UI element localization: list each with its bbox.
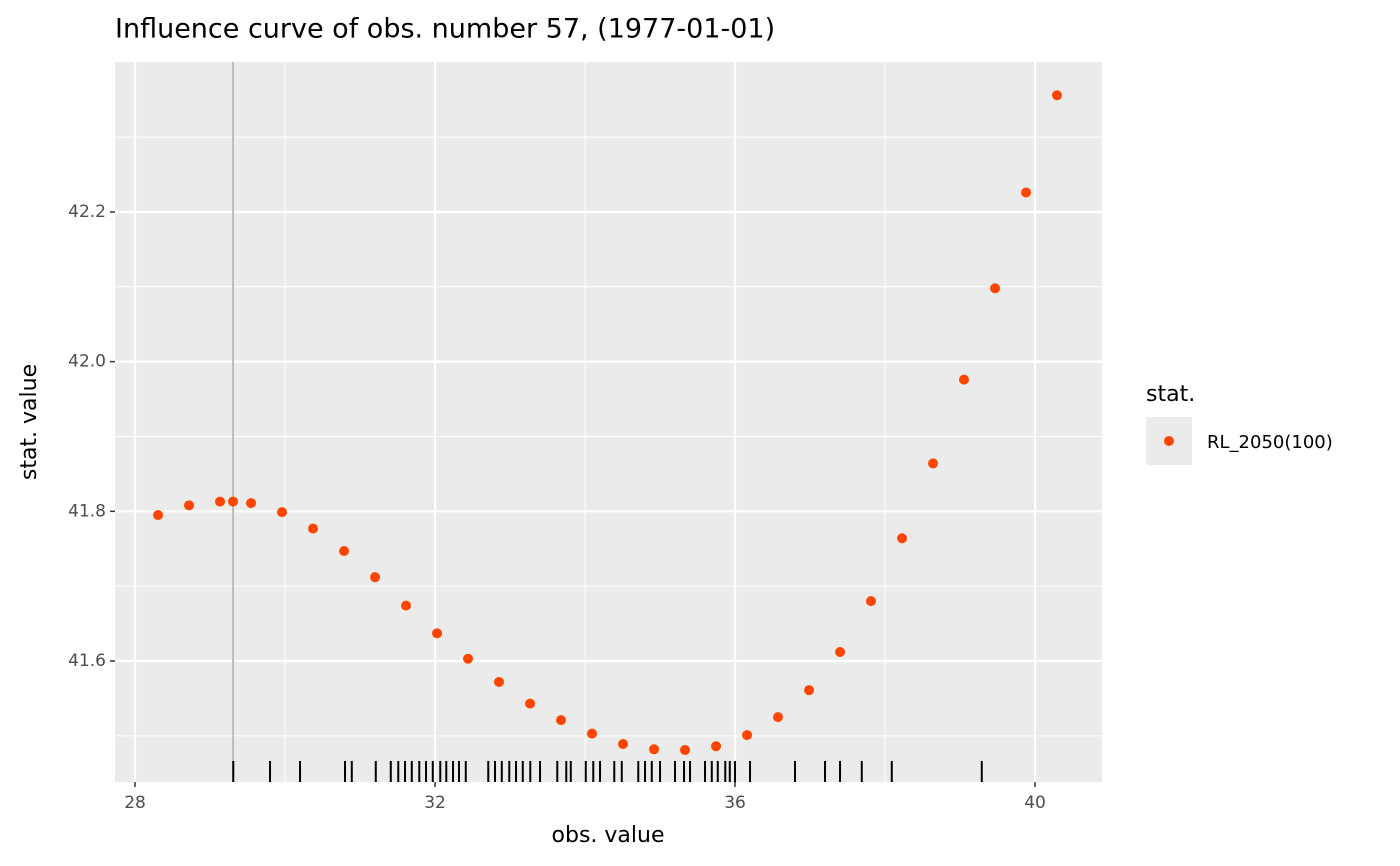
x-tick-label: 32 bbox=[424, 793, 446, 813]
x-tick-label: 40 bbox=[1024, 793, 1046, 813]
point bbox=[990, 283, 1001, 294]
point bbox=[228, 496, 239, 507]
point bbox=[866, 596, 876, 607]
point bbox=[1052, 90, 1062, 101]
point bbox=[494, 676, 504, 687]
y-axis-title: stat. value bbox=[17, 364, 42, 480]
panel bbox=[115, 62, 1102, 782]
point bbox=[835, 647, 846, 658]
y-tick-label: 41.8 bbox=[68, 501, 106, 521]
point bbox=[401, 600, 411, 611]
point bbox=[587, 728, 597, 739]
point bbox=[618, 739, 629, 750]
point bbox=[432, 628, 443, 639]
point bbox=[277, 507, 288, 518]
point bbox=[773, 712, 783, 723]
point bbox=[308, 523, 318, 534]
point bbox=[463, 653, 474, 664]
point bbox=[1021, 187, 1032, 198]
point bbox=[897, 533, 908, 544]
point bbox=[742, 730, 753, 741]
x-tick-label: 36 bbox=[724, 793, 746, 813]
point bbox=[215, 496, 225, 507]
point bbox=[246, 498, 257, 509]
point bbox=[804, 685, 815, 696]
x-axis-title: obs. value bbox=[552, 823, 665, 848]
point bbox=[339, 545, 350, 556]
point bbox=[370, 572, 381, 583]
point bbox=[184, 500, 195, 511]
point bbox=[928, 458, 939, 469]
chart-title: Influence curve of obs. number 57, (1977… bbox=[115, 14, 775, 45]
point bbox=[556, 715, 567, 726]
legend-label: RL_2050(100) bbox=[1207, 432, 1333, 453]
point bbox=[649, 744, 660, 755]
legend-title: stat. bbox=[1146, 382, 1195, 407]
point bbox=[711, 741, 722, 752]
point bbox=[153, 510, 164, 521]
point bbox=[525, 698, 536, 709]
x-tick-label: 28 bbox=[124, 793, 146, 813]
y-tick-label: 41.6 bbox=[68, 651, 106, 671]
y-tick-label: 42.0 bbox=[68, 352, 106, 372]
point bbox=[680, 745, 690, 756]
legend-marker bbox=[1164, 436, 1174, 446]
point bbox=[959, 374, 969, 385]
y-tick-label: 42.2 bbox=[68, 202, 106, 222]
